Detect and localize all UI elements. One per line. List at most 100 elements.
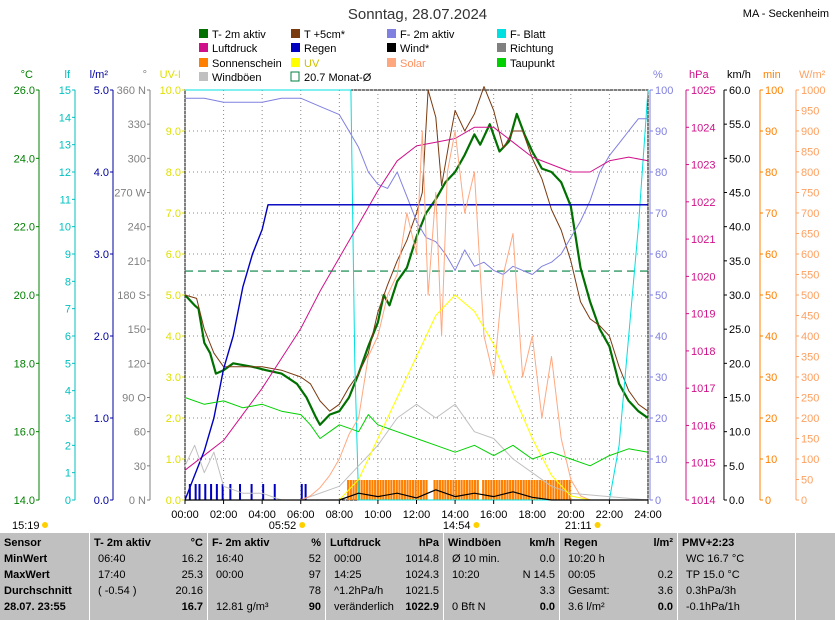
series-line [185, 489, 648, 501]
summary-row: ^1.2hPa/h 1021.5 [330, 583, 439, 599]
sunshine-bar [441, 480, 444, 500]
leaf-tick-label: 11 [60, 194, 71, 206]
leaf-tick-label: 10 [59, 222, 71, 234]
summary-cell-value: 0.0 [657, 601, 673, 613]
sunshine-bar [503, 480, 506, 500]
sunmin-tick-label: 10 [765, 454, 777, 466]
summary-cell-label: 10:20 h [568, 553, 605, 565]
summary-cell-label: MaxWert [4, 569, 50, 581]
sunshine-bar [395, 480, 398, 500]
summary-row: 16:40 52 [212, 551, 321, 567]
summary-cell-label: 12.81 g/m³ [216, 601, 269, 613]
sunshine-bar [468, 480, 471, 500]
summary-header: Luftdruck hPa [330, 535, 439, 551]
summary-header: Windböen km/h [448, 535, 555, 551]
sunmin-tick-label: 90 [765, 126, 777, 138]
summary-header: Sensor [4, 535, 85, 551]
sunshine-bar [446, 480, 450, 500]
series-line [184, 126, 649, 471]
legend-swatch [291, 29, 300, 38]
summary-cell-value: 1014.8 [405, 553, 439, 565]
legend-label: T- 2m aktiv [212, 29, 266, 41]
sun-icon [473, 522, 480, 528]
sunshine-bar [498, 480, 501, 500]
summary-cell-label: 06:40 [98, 553, 126, 565]
time-tick-label: 24:00 [634, 509, 662, 521]
series-line [184, 403, 649, 501]
sunshine-bar [452, 480, 455, 500]
solar-tick-label: 600 [801, 249, 819, 261]
sunshine-bar [425, 480, 428, 500]
time-tick-label: 02:00 [210, 509, 238, 521]
sunshine-bar [530, 480, 533, 500]
sunshine-bar [438, 480, 442, 500]
pressure-tick-label: 1015 [691, 458, 715, 470]
summary-cell-label: 10:20 [452, 569, 480, 581]
legend-label: Sonnenschein [212, 58, 282, 70]
rain-bar [250, 484, 253, 500]
summary-cell-value: N 14.5 [522, 569, 555, 581]
leaf-tick-label: 1 [65, 468, 71, 480]
sunshine-bar [371, 480, 374, 500]
sunmin-tick-label: 60 [765, 249, 777, 261]
summary-row: WC 16.7 °C [682, 551, 791, 567]
legend-swatch [387, 29, 396, 38]
wind-tick-label: 50.0 [729, 153, 750, 165]
summary-row: 00:05 0.2 [564, 567, 673, 583]
summary-row: 0 Bft N 0.0 [448, 599, 555, 615]
sunshine-bar [519, 480, 523, 500]
solar-tick-label: 850 [801, 147, 819, 159]
humidity-tick-label: 70 [655, 208, 667, 220]
time-tick-label: 08:00 [326, 509, 354, 521]
summary-row: 10:20 h [564, 551, 673, 567]
sunmin-tick-label: 70 [765, 208, 777, 220]
sunshine-bar [463, 480, 466, 500]
rain-bar [188, 484, 191, 500]
sunshine-bar [365, 480, 369, 500]
humidity-tick-label: 40 [655, 331, 667, 343]
rain-bar [194, 484, 197, 500]
temp-tick-label: 22.0 [14, 222, 35, 234]
summary-header-unit: hPa [418, 537, 439, 549]
sunmin-axis-unit: min [763, 69, 781, 81]
sunshine-bar [525, 480, 528, 500]
sunshine-bar [557, 480, 560, 500]
sunshine-bar [538, 480, 542, 500]
summary-cell-label: 00:05 [568, 569, 596, 581]
sunshine-bar [363, 480, 366, 500]
time-tick-label: 04:00 [248, 509, 276, 521]
summary-cell-label: WC 16.7 °C [686, 553, 745, 565]
rain-tick-label: 3.0 [94, 249, 109, 261]
time-tick-label: 20:00 [557, 509, 585, 521]
sunshine-bar [565, 480, 569, 500]
summary-cell-label: 0 Bft N [452, 601, 486, 613]
summary-row: 28.07. 23:55 [4, 599, 85, 615]
rain-bar [262, 484, 265, 500]
rain-bar [300, 484, 303, 500]
direction-tick-label: 210 [128, 256, 146, 268]
legend-label: F- Blatt [510, 29, 545, 41]
temp-tick-label: 14.0 [14, 495, 35, 507]
rain-tick-label: 5.0 [94, 85, 109, 97]
summary-header-unit: °C [190, 537, 203, 549]
sunshine-bar [455, 480, 458, 500]
wind-tick-label: 0.0 [729, 495, 744, 507]
temp-tick-label: 16.0 [14, 427, 35, 439]
wind-tick-label: 25.0 [729, 324, 750, 336]
summary-cell-label: 00:00 [216, 569, 244, 581]
summary-cell-label: 00:00 [334, 553, 362, 565]
sunshine-bar [549, 480, 552, 500]
time-tick-label: 22:00 [596, 509, 624, 521]
sunshine-bar [406, 480, 409, 500]
sunshine-bar [360, 480, 363, 500]
summary-row: veränderlich 1022.9 [330, 599, 439, 615]
sunshine-bar [541, 480, 544, 500]
wind-tick-label: 35.0 [729, 256, 750, 268]
sunshine-bar [398, 480, 401, 500]
summary-column: Sensor MinWert MaxWert Durchschnitt 28.07. 2… [0, 533, 90, 620]
summary-row: 10:20 N 14.5 [448, 567, 555, 583]
time-tick-label: 06:00 [287, 509, 315, 521]
temp-axis-unit: °C [21, 69, 33, 81]
leaf-tick-label: 9 [65, 249, 71, 261]
uv-axis-unit: UV-I [160, 69, 181, 81]
